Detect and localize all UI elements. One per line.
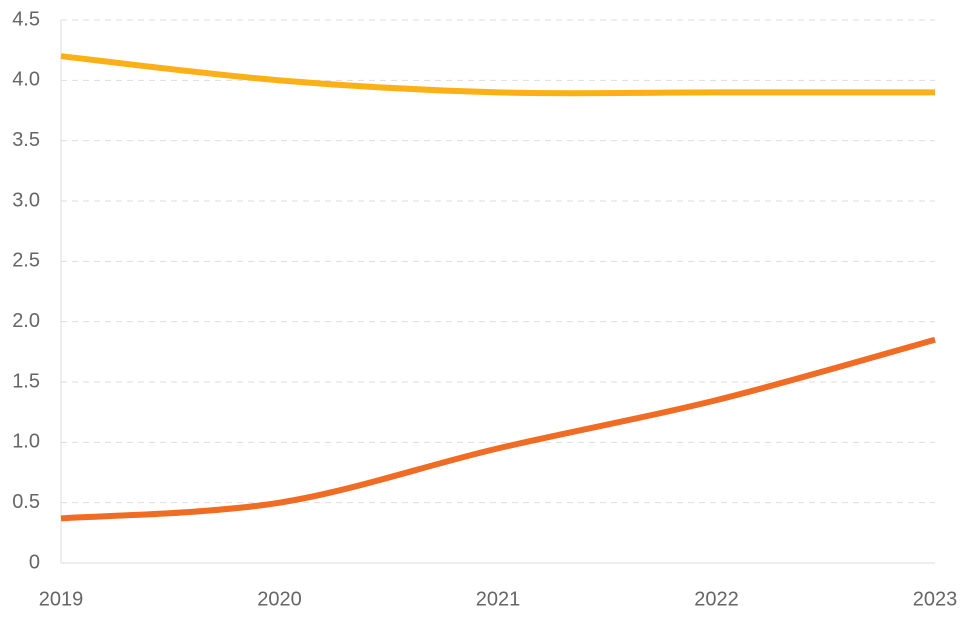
y-tick-label: 4.0 [12,69,40,91]
y-tick-label: 1.0 [12,431,40,453]
x-tick-label: 2021 [476,588,521,610]
x-tick-label: 2023 [913,588,958,610]
y-tick-label: 0 [29,551,40,573]
line-series [60,336,936,522]
y-tick-label: 3.5 [12,129,40,151]
y-tick-label: 0.5 [12,491,40,513]
y-tick-label: 4.5 [12,8,40,30]
x-tick-label: 2020 [257,588,302,610]
y-tick-label: 2.5 [12,250,40,272]
x-tick-label: 2019 [39,588,84,610]
y-tick-label: 3.0 [12,189,40,211]
line-series [60,53,935,97]
x-tick-label: 2022 [694,588,739,610]
y-tick-label: 2.0 [12,310,40,332]
y-tick-label: 1.5 [12,370,40,392]
